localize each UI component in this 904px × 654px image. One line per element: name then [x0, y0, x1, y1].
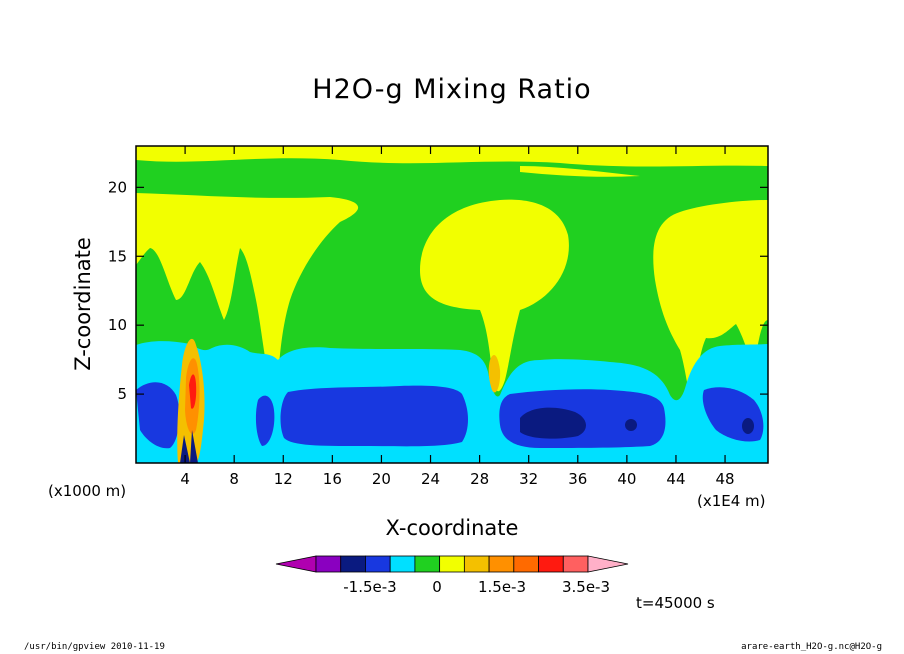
colorbar-swatch [340, 555, 366, 573]
contour-field [136, 146, 768, 463]
field-plume-red [189, 374, 197, 409]
plot-frame [135, 145, 769, 464]
colorbar-high-extension [587, 555, 629, 573]
colorbar: -1.5e-3 0 1.5e-3 3.5e-3 [275, 555, 629, 596]
colorbar-swatch [463, 555, 490, 573]
x-unit-right: (x1E4 m) [697, 492, 766, 510]
field-yellow-streak [520, 166, 640, 177]
field-yellow-central [420, 199, 569, 392]
field-navy-spot-east [742, 418, 754, 434]
field-blue-core-west [136, 382, 180, 449]
colorbar-label: 3.5e-3 [562, 578, 610, 596]
x-tick-label: 44 [666, 470, 685, 488]
colorbar-low-extension [275, 555, 317, 573]
field-yellow-west [136, 193, 359, 391]
x-tick-label: 28 [470, 470, 489, 488]
colorbar-swatch [439, 555, 465, 573]
field-small-plume [488, 355, 501, 393]
x-tick-label: 4 [180, 470, 190, 488]
chart-title: H2O-g Mixing Ratio [312, 74, 592, 105]
x-tick-label: 40 [617, 470, 636, 488]
x-tick-label: 20 [372, 470, 391, 488]
colorbar-swatch [315, 555, 342, 573]
colorbar-swatch [538, 555, 564, 573]
colorbar-label: -1.5e-3 [343, 578, 396, 596]
field-navy-core [520, 407, 586, 439]
footer-command: /usr/bin/gpview 2010-11-19 [24, 642, 165, 652]
colorbar-swatch [513, 555, 539, 573]
x-axis-title: X-coordinate [386, 516, 519, 540]
field-plume-base [180, 430, 198, 463]
colorbar-label: 1.5e-3 [478, 578, 526, 596]
colorbar-label: 0 [432, 578, 442, 596]
colorbar-swatch [365, 555, 391, 573]
y-axis-title: Z-coordinate [71, 237, 95, 371]
colorbar-swatch [389, 555, 416, 573]
y-tick-label: 5 [117, 385, 127, 403]
y-tick-label: 20 [108, 178, 127, 196]
x-tick-label: 32 [519, 470, 538, 488]
x-unit-left: (x1000 m) [48, 482, 126, 500]
x-tick-label: 48 [716, 470, 735, 488]
x-tick-label: 16 [323, 470, 342, 488]
colorbar-swatch [414, 555, 441, 573]
colorbar-swatch [562, 555, 589, 573]
x-tick-label: 8 [229, 470, 239, 488]
x-axis: 4 8 12 16 20 24 28 32 36 40 44 48 [180, 146, 735, 488]
field-navy-spot [625, 419, 637, 431]
footer-source: arare-earth_H2O-g.nc@H2O-g [741, 642, 882, 652]
y-tick-label: 10 [108, 316, 127, 334]
y-tick-label: 15 [108, 247, 127, 265]
time-label: t=45000 s [636, 594, 715, 612]
x-tick-label: 24 [421, 470, 440, 488]
field-blue-core-small [255, 395, 275, 446]
y-axis: 5 10 15 20 [108, 178, 768, 403]
colorbar-swatch [488, 555, 515, 573]
field-yellow-east [653, 200, 768, 400]
field-blue-core-1 [280, 385, 468, 447]
x-tick-label: 36 [568, 470, 587, 488]
x-tick-label: 12 [274, 470, 293, 488]
field-top-yellow [136, 146, 768, 167]
